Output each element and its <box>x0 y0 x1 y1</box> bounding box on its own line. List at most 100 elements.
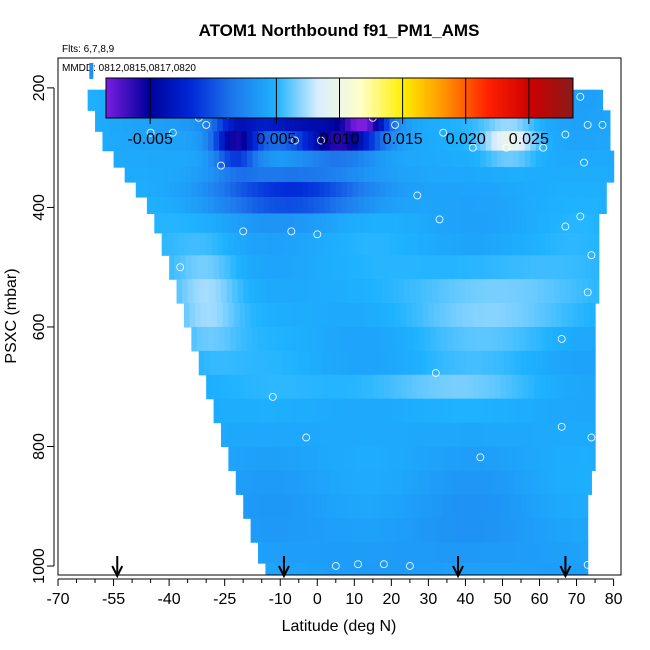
heatmap-cell <box>495 518 502 543</box>
heatmap-cell <box>506 110 513 132</box>
sample-point <box>217 161 225 170</box>
heatmap-cell <box>193 213 200 234</box>
heatmap-cell <box>496 326 504 352</box>
heatmap-cell <box>395 303 402 328</box>
x-tick-label: 70 <box>568 591 586 608</box>
heatmap-cell <box>241 150 248 168</box>
heatmap-cell <box>419 131 426 152</box>
heatmap-cell <box>591 326 596 352</box>
heatmap-cell <box>508 182 515 198</box>
heatmap-cell <box>569 542 576 564</box>
heatmap-cell <box>320 350 328 376</box>
heatmap-cell <box>571 350 578 376</box>
heatmap-cell <box>485 150 492 168</box>
heatmap-cell <box>596 255 600 280</box>
heatmap-cell <box>196 131 204 152</box>
heatmap-cell <box>313 150 320 168</box>
heatmap-cell <box>435 131 442 152</box>
heatmap-cell <box>450 232 457 256</box>
heatmap-cell <box>482 422 489 448</box>
heatmap-cell <box>352 470 359 495</box>
heatmap-cell <box>513 167 520 183</box>
heatmap-cell <box>324 542 331 564</box>
heatmap-cell <box>283 232 291 256</box>
heatmap-cell <box>578 518 585 543</box>
heatmap-cell <box>574 326 581 352</box>
heatmap-cell <box>180 196 187 214</box>
heatmap-cell <box>363 131 370 152</box>
heatmap-cell <box>274 255 281 280</box>
heatmap-cell <box>335 398 342 424</box>
heatmap-cell <box>445 374 452 400</box>
heatmap-cell <box>519 542 526 564</box>
heatmap-cell <box>285 196 292 214</box>
heatmap-cell <box>439 374 446 400</box>
heatmap-cell <box>361 110 368 132</box>
heatmap-cell <box>322 303 329 328</box>
heatmap-cell <box>509 422 517 448</box>
heatmap-cell <box>556 232 563 256</box>
heatmap-cell <box>524 167 531 183</box>
heatmap-cell <box>178 232 185 256</box>
heatmap-cell <box>182 213 189 234</box>
heatmap-cell <box>358 398 365 424</box>
heatmap-cell <box>208 182 215 198</box>
heatmap-cell <box>470 494 478 519</box>
sample-point <box>561 130 570 139</box>
heatmap-cell <box>469 196 476 214</box>
heatmap-cell <box>309 563 317 575</box>
heatmap-cell <box>217 374 224 400</box>
heatmap-cell <box>470 279 478 304</box>
x-tick-label: -40 <box>158 591 181 608</box>
heatmap-cell <box>391 398 398 424</box>
heatmap-cell <box>480 196 487 214</box>
heatmap-cell <box>391 542 398 564</box>
heatmap-cell <box>533 518 541 543</box>
heatmap-cell <box>552 398 559 424</box>
heatmap-cell <box>128 110 135 132</box>
heatmap-cell <box>258 542 265 564</box>
heatmap-cell <box>176 279 183 304</box>
heatmap-cell <box>280 131 287 152</box>
sample-point <box>539 143 548 152</box>
heatmap-cell <box>496 255 504 280</box>
heatmap-cell <box>328 446 335 472</box>
heatmap-cell <box>274 150 281 168</box>
heatmap-cell <box>459 563 467 575</box>
heatmap-cell <box>280 470 287 495</box>
heatmap-cell <box>319 398 326 424</box>
heatmap-cell <box>320 563 328 575</box>
heatmap-cell <box>406 374 413 400</box>
heatmap-cell <box>596 131 604 152</box>
heatmap-cell <box>356 110 363 132</box>
heatmap-cell <box>602 167 609 183</box>
heatmap-cell <box>369 255 376 280</box>
heatmap-cell <box>343 422 350 448</box>
heatmap-cell <box>324 255 331 280</box>
heatmap-cell <box>496 398 504 424</box>
heatmap-cell <box>209 213 217 234</box>
heatmap-cell <box>426 279 433 304</box>
heatmap-cell <box>219 167 226 183</box>
colorbar-tick-label: -0.005 <box>127 131 172 148</box>
heatmap-cell <box>537 213 544 234</box>
heatmap-cell <box>572 303 580 328</box>
heatmap-cell <box>346 131 354 152</box>
sample-point <box>317 136 325 145</box>
heatmap-cell <box>489 446 496 472</box>
heatmap-cell <box>200 303 207 328</box>
heatmap-cell <box>302 326 309 352</box>
heatmap-cell <box>458 326 465 352</box>
heatmap-cell <box>402 398 409 424</box>
heatmap-cell <box>511 303 518 328</box>
heatmap-cell <box>311 232 318 256</box>
heatmap-cell <box>354 422 361 448</box>
heatmap-cell <box>239 232 246 256</box>
heatmap-cell <box>330 326 337 352</box>
heatmap-cell <box>283 110 291 132</box>
heatmap-cell <box>537 494 544 519</box>
heatmap-cell <box>276 494 283 519</box>
heatmap-cell <box>350 232 357 256</box>
heatmap-cell <box>308 196 315 214</box>
